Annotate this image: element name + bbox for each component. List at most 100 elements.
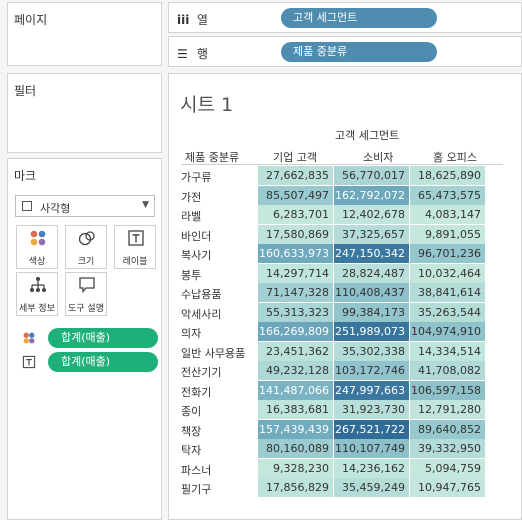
table-cell[interactable]: 37,325,657 (334, 224, 409, 244)
table-cell[interactable]: 157,439,439 (258, 419, 333, 439)
filters-title: 필터 (14, 84, 37, 98)
sum-sales-label-pill[interactable]: 합계(매출) (48, 352, 158, 372)
table-cell[interactable]: 65,473,575 (410, 185, 485, 205)
table-cell[interactable]: 23,451,362 (258, 341, 333, 361)
mark-type-dropdown[interactable]: 사각형 ▼ (15, 195, 155, 217)
table-cell[interactable]: 31,923,730 (334, 400, 409, 419)
detail-label: 세부 정보 (19, 304, 55, 314)
table-cell[interactable]: 160,633,973 (258, 244, 333, 263)
color-button[interactable]: 색상 (16, 225, 58, 269)
pages-panel: 페이지 (7, 2, 162, 66)
chevron-down-icon: ▼ (142, 200, 149, 210)
table-cell[interactable]: 6,283,701 (258, 205, 333, 224)
table-cell[interactable]: 27,662,835 (258, 166, 333, 185)
header-divider (181, 164, 503, 165)
row-label[interactable]: 전산기기 (181, 366, 222, 379)
table-cell[interactable]: 17,580,869 (258, 224, 333, 244)
marks-title: 마크 (14, 169, 37, 183)
label-icon (128, 230, 144, 246)
table-cell[interactable]: 141,487,066 (258, 380, 333, 400)
detail-button[interactable]: 세부 정보 (16, 272, 58, 316)
table-cell[interactable]: 18,625,890 (410, 166, 485, 185)
row-label[interactable]: 일반 사무용품 (181, 346, 246, 360)
table-cell[interactable]: 39,332,950 (410, 439, 485, 458)
table-cell[interactable]: 12,402,678 (334, 205, 409, 224)
table-cell[interactable]: 4,083,147 (410, 205, 485, 224)
table-cell[interactable]: 16,383,681 (258, 400, 333, 419)
table-cell[interactable]: 49,232,128 (258, 361, 333, 380)
color-icon (23, 332, 35, 344)
table-cell[interactable]: 9,891,055 (410, 224, 485, 244)
size-label: 크기 (77, 257, 95, 267)
table-cell[interactable]: 41,708,082 (410, 361, 485, 380)
table-cell[interactable]: 17,856,829 (258, 478, 333, 497)
table-cell[interactable]: 10,947,765 (410, 478, 485, 497)
table-cell[interactable]: 267,521,722 (334, 419, 409, 439)
table-cell[interactable]: 71,147,328 (258, 283, 333, 302)
row-label[interactable]: 수납용품 (181, 288, 222, 301)
table-cell[interactable]: 35,263,544 (410, 302, 485, 322)
table-cell[interactable]: 38,841,614 (410, 283, 485, 302)
table-cell[interactable]: 110,107,749 (334, 439, 409, 458)
table-cell[interactable]: 162,792,072 (334, 185, 409, 205)
table-cell[interactable]: 35,459,249 (334, 478, 409, 497)
table-cell[interactable]: 56,770,017 (334, 166, 409, 185)
table-cell[interactable]: 28,824,487 (334, 263, 409, 283)
table-cell[interactable]: 10,032,464 (410, 263, 485, 283)
rows-icon: ☰ (177, 47, 188, 61)
tooltip-button[interactable]: 도구 설명 (65, 272, 107, 316)
tooltip-label: 도구 설명 (68, 304, 104, 314)
row-label[interactable]: 전화기 (181, 385, 212, 399)
customer-segment-pill[interactable]: 고객 세그먼트 (281, 8, 437, 28)
rows-label-text: 행 (196, 47, 208, 61)
table-cell[interactable]: 247,997,663 (334, 380, 409, 400)
table-cell[interactable]: 35,302,338 (334, 341, 409, 361)
table-cell[interactable]: 80,160,089 (258, 439, 333, 458)
columns-label-text: 열 (196, 13, 208, 27)
row-label[interactable]: 가구류 (181, 171, 212, 184)
table-cell[interactable]: 89,640,852 (410, 419, 485, 439)
pages-title: 페이지 (14, 13, 48, 27)
row-label[interactable]: 바인더 (181, 229, 212, 243)
columns-shelf-label: iii 열 (177, 11, 208, 28)
row-label[interactable]: 종이 (181, 405, 202, 418)
table-cell[interactable]: 55,313,323 (258, 302, 333, 322)
table-cell[interactable]: 99,384,173 (334, 302, 409, 322)
table-cell[interactable]: 251,989,073 (334, 322, 409, 341)
table-cell[interactable]: 247,150,342 (334, 244, 409, 263)
sum-sales-color-pill[interactable]: 합계(매출) (48, 328, 158, 348)
table-cell[interactable]: 106,597,158 (410, 380, 485, 400)
sheet-title[interactable]: 시트 1 (180, 94, 234, 116)
row-label[interactable]: 책장 (181, 424, 202, 438)
label-button[interactable]: 레이블 (114, 225, 156, 269)
label-label: 레이블 (122, 257, 148, 267)
filters-panel[interactable]: 필터 (7, 73, 162, 153)
table-cell[interactable]: 104,974,910 (410, 322, 485, 341)
table-cell[interactable]: 166,269,809 (258, 322, 333, 341)
table-cell[interactable]: 14,297,714 (258, 263, 333, 283)
row-label[interactable]: 파스너 (181, 463, 212, 477)
table-cell[interactable]: 14,334,514 (410, 341, 485, 361)
marks-panel: 마크 사각형 ▼ 색상 크기 레이블 (7, 158, 162, 520)
row-label[interactable]: 라벨 (181, 210, 202, 223)
table-cell[interactable]: 12,791,280 (410, 400, 485, 419)
table-cell[interactable]: 5,094,759 (410, 458, 485, 478)
row-label[interactable]: 필기구 (181, 483, 212, 496)
rows-shelf: ☰ 행 제품 중분류 (168, 36, 522, 67)
row-label[interactable]: 가전 (181, 190, 202, 204)
table-cell[interactable]: 96,701,236 (410, 244, 485, 263)
row-label[interactable]: 봉투 (181, 268, 202, 282)
table-cell[interactable]: 14,236,162 (334, 458, 409, 478)
row-label[interactable]: 복사기 (181, 249, 212, 262)
table-cell[interactable]: 110,408,437 (334, 283, 409, 302)
product-subcategory-pill[interactable]: 제품 중분류 (281, 42, 437, 62)
row-label[interactable]: 의자 (181, 327, 202, 340)
tooltip-icon (79, 277, 95, 294)
row-label[interactable]: 악세사리 (181, 307, 222, 321)
table-cell[interactable]: 103,172,746 (334, 361, 409, 380)
row-label[interactable]: 탁자 (181, 444, 202, 457)
columns-icon: iii (177, 13, 190, 27)
size-button[interactable]: 크기 (65, 225, 107, 269)
table-cell[interactable]: 85,507,497 (258, 185, 333, 205)
table-cell[interactable]: 9,328,230 (258, 458, 333, 478)
